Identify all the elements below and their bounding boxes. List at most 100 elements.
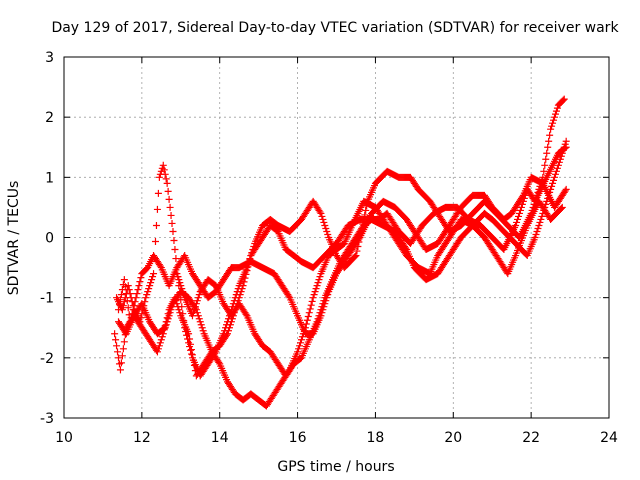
data-point (552, 107, 560, 115)
data-point (302, 320, 310, 328)
data-point (243, 264, 251, 272)
x-axis-label: GPS time / hours (277, 459, 394, 475)
data-point (164, 187, 172, 195)
data-point (312, 285, 320, 293)
data-point (307, 301, 315, 309)
data-point (543, 149, 551, 157)
data-point (285, 292, 293, 300)
data-point (150, 270, 158, 278)
data-point (305, 309, 313, 317)
data-point (121, 294, 129, 302)
data-point (551, 113, 558, 121)
data-point (561, 187, 569, 195)
x-axis-ticks: 10 12 14 16 18 20 22 24 (55, 57, 618, 446)
data-point (323, 227, 331, 235)
data-point (118, 306, 126, 314)
data-point (315, 312, 323, 320)
data-point (119, 302, 127, 310)
data-point (187, 346, 195, 354)
data-marks (111, 95, 570, 410)
data-point (315, 276, 323, 284)
data-point (134, 286, 142, 294)
data-point (176, 279, 184, 287)
data-point (168, 219, 176, 227)
data-point (184, 335, 192, 343)
data-point (194, 294, 202, 302)
data-point (186, 343, 194, 351)
grid-lines (64, 57, 609, 418)
x-tick-label: 16 (289, 430, 307, 446)
data-point (115, 354, 122, 362)
x-tick-label: 22 (522, 430, 540, 446)
data-point (514, 212, 522, 220)
data-point (549, 119, 557, 127)
data-point (127, 294, 135, 302)
data-point (321, 221, 329, 229)
data-point (245, 258, 253, 266)
data-point (320, 218, 328, 226)
data-point (320, 297, 328, 305)
data-point (146, 282, 154, 290)
data-point (220, 330, 228, 338)
data-point (160, 166, 168, 174)
data-point (313, 282, 321, 290)
y-tick-label: -2 (40, 351, 54, 367)
y-axis-label: SDTVAR / TECUs (6, 181, 22, 296)
data-point (550, 176, 558, 184)
data-point (117, 359, 125, 367)
data-point (311, 288, 319, 296)
data-point (153, 205, 161, 213)
data-point (153, 348, 161, 356)
data-point (553, 104, 561, 112)
data-point (157, 336, 165, 344)
data-point (250, 243, 258, 251)
data-point (145, 285, 153, 293)
data-point (155, 342, 163, 350)
data-point (532, 230, 540, 238)
data-point (167, 306, 175, 314)
data-point (536, 218, 544, 226)
data-point (147, 279, 155, 287)
data-point (314, 279, 322, 287)
data-point (171, 246, 179, 254)
data-point (246, 255, 254, 263)
data-point (316, 208, 324, 216)
data-point (222, 324, 230, 332)
data-point (561, 144, 569, 152)
data-point (144, 288, 152, 296)
y-tick-label: -3 (40, 411, 54, 427)
data-point (547, 125, 555, 133)
data-point (178, 285, 186, 293)
data-point (540, 167, 548, 175)
data-point (297, 336, 305, 344)
y-axis-ticks: -3 -2 -1 0 1 2 3 (40, 50, 609, 427)
data-point (551, 173, 558, 181)
data-point (187, 350, 195, 358)
data-point (165, 312, 173, 320)
data-point (520, 194, 528, 202)
data-point (126, 290, 134, 298)
data-point (179, 310, 187, 318)
data-point (162, 175, 170, 183)
data-point (546, 188, 554, 196)
data-point (151, 254, 159, 262)
data-point (180, 317, 188, 325)
y-tick-label: 2 (45, 110, 54, 126)
data-point (309, 294, 317, 302)
data-point (124, 304, 132, 312)
data-point (242, 310, 250, 318)
data-point (143, 291, 151, 299)
data-point (559, 96, 567, 104)
data-point (190, 306, 198, 314)
data-point (353, 247, 361, 255)
data-point (156, 262, 164, 270)
data-point (316, 309, 324, 317)
data-point (166, 203, 174, 211)
data-point (154, 345, 162, 353)
data-point (166, 309, 174, 317)
data-point (319, 215, 327, 223)
data-point (152, 221, 160, 229)
data-point (179, 288, 187, 296)
data-point (137, 274, 145, 282)
data-point (118, 352, 126, 360)
